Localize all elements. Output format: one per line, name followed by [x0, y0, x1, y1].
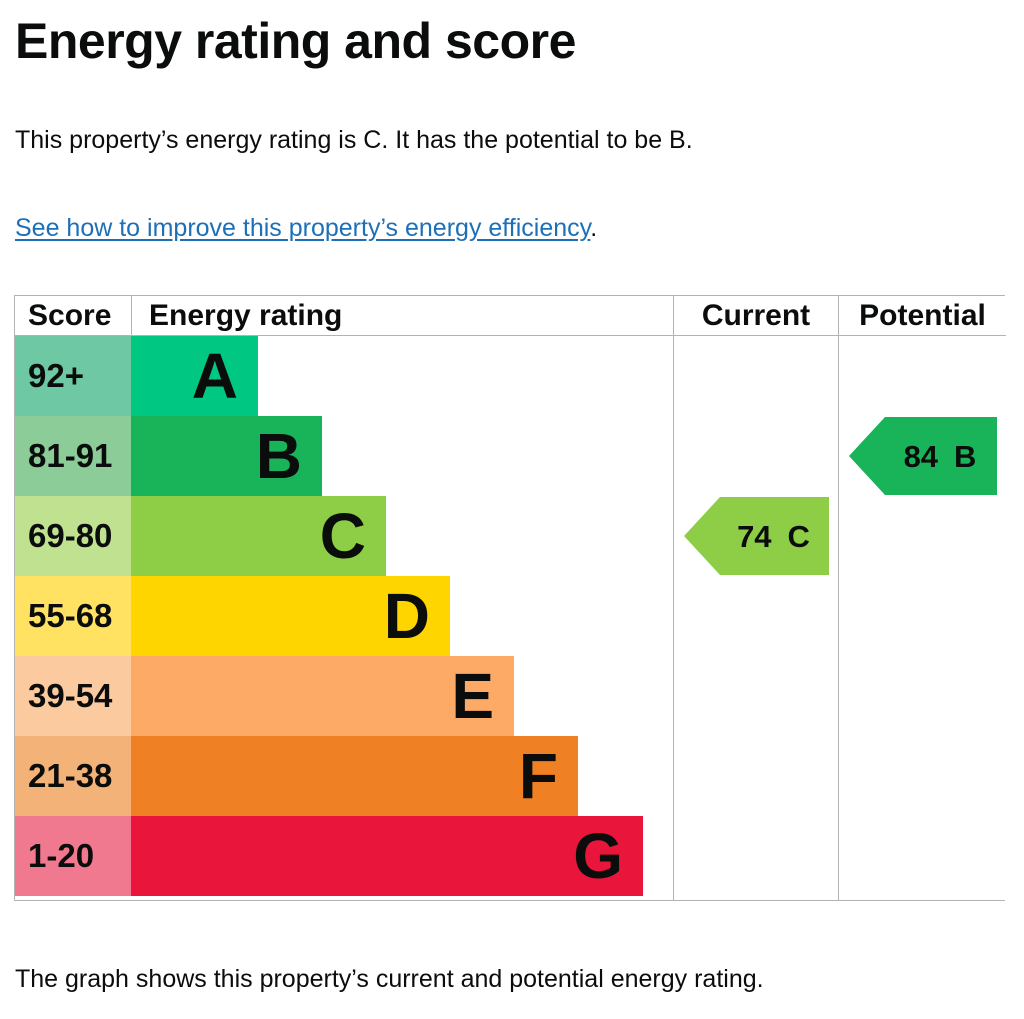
current-cell-b — [673, 416, 838, 496]
epc-page: Energy rating and score This property’s … — [14, 13, 1008, 993]
potential-cell-c — [838, 496, 1006, 576]
rating-band-cell-g: G — [131, 816, 673, 896]
band-letter-f: F — [518, 740, 558, 812]
potential-cell-e — [838, 656, 1006, 736]
table-bottom-pad-1 — [131, 896, 673, 900]
improve-efficiency-link[interactable]: See how to improve this property’s energ… — [15, 214, 591, 242]
rating-band-bar-c: C — [131, 496, 386, 576]
rating-band-cell-d: D — [131, 576, 673, 656]
potential-rating-arrow: 84 B — [849, 417, 997, 495]
rating-band-cell-a: A — [131, 336, 673, 416]
current-rating-arrow: 74 C — [684, 497, 829, 575]
score-range-cell-b: 81-91 — [15, 416, 131, 496]
score-range-cell-e: 39-54 — [15, 656, 131, 736]
current-grade-letter: C — [787, 518, 810, 554]
rating-band-bar-g: G — [131, 816, 643, 896]
rating-band-bar-f: F — [131, 736, 578, 816]
potential-score-value: 84 — [903, 438, 939, 474]
potential-cell-f — [838, 736, 1006, 816]
band-letter-a: A — [191, 340, 238, 412]
rating-band-bar-e: E — [131, 656, 514, 736]
current-cell-f — [673, 736, 838, 816]
current-column-header: Current — [673, 296, 838, 336]
rating-band-bar-b: B — [131, 416, 322, 496]
score-range-cell-d: 55-68 — [15, 576, 131, 656]
rating-band-cell-c: C — [131, 496, 673, 576]
current-cell-c: 74 C — [673, 496, 838, 576]
improve-link-line: See how to improve this property’s energ… — [15, 214, 1008, 243]
score-column-header: Score — [15, 296, 131, 336]
energy-rating-chart: Score Energy rating Current Potential 92… — [14, 295, 1006, 901]
potential-cell-g — [838, 816, 1006, 896]
current-score-value: 74 — [737, 518, 772, 554]
page-title: Energy rating and score — [15, 13, 576, 69]
score-range-cell-a: 92+ — [15, 336, 131, 416]
potential-grade-letter: B — [954, 438, 977, 474]
rating-band-cell-b: B — [131, 416, 673, 496]
current-cell-g — [673, 816, 838, 896]
current-cell-d — [673, 576, 838, 656]
table-bottom-pad-3 — [838, 896, 1006, 900]
rating-band-cell-e: E — [131, 656, 673, 736]
band-letter-b: B — [255, 420, 302, 492]
current-cell-e — [673, 656, 838, 736]
table-bottom-pad-2 — [673, 896, 838, 900]
band-letter-d: D — [383, 580, 430, 652]
rating-band-bar-d: D — [131, 576, 450, 656]
potential-cell-d — [838, 576, 1006, 656]
potential-column-header: Potential — [838, 296, 1006, 336]
link-suffix: . — [590, 214, 598, 242]
graph-caption-text: The graph shows this property’s current … — [15, 965, 764, 993]
score-range-cell-f: 21-38 — [15, 736, 131, 816]
intro-text: This property’s energy rating is C. It h… — [15, 126, 693, 154]
rating-band-cell-f: F — [131, 736, 673, 816]
rating-band-bar-a: A — [131, 336, 258, 416]
potential-cell-b: 84 B — [838, 416, 1006, 496]
score-range-cell-c: 69-80 — [15, 496, 131, 576]
potential-cell-a — [838, 336, 1006, 416]
band-letter-g: G — [573, 820, 623, 892]
energy-rating-column-header: Energy rating — [131, 296, 673, 336]
current-cell-a — [673, 336, 838, 416]
score-range-cell-g: 1-20 — [15, 816, 131, 896]
band-letter-e: E — [451, 660, 494, 732]
band-letter-c: C — [319, 500, 366, 572]
table-bottom-pad-0 — [15, 896, 131, 900]
